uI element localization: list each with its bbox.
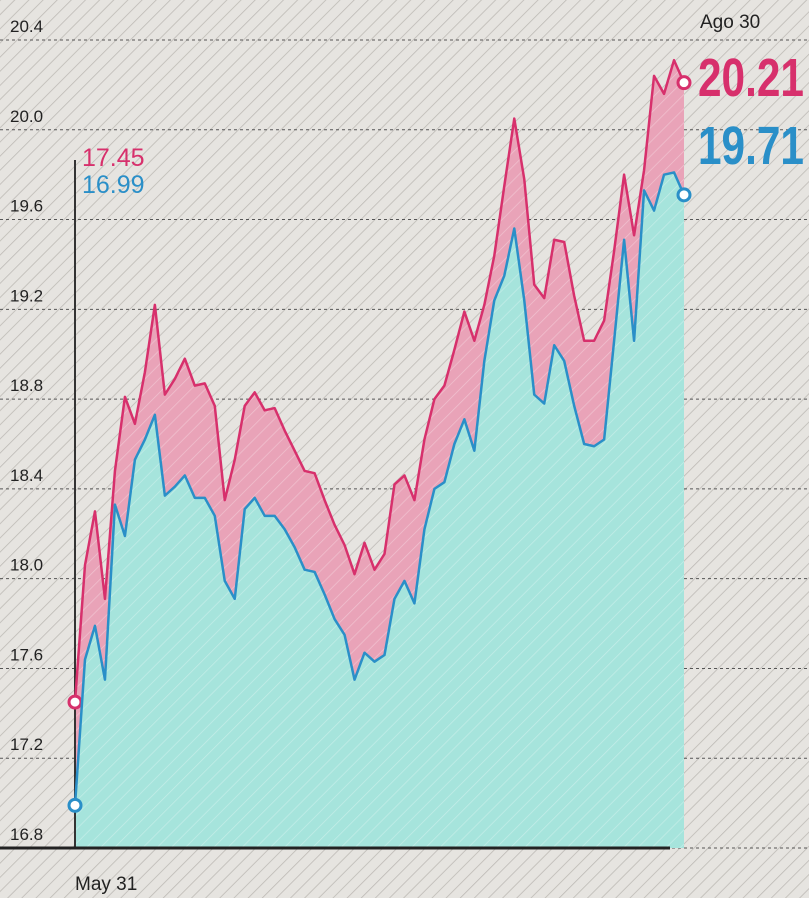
- y-tick-label: 19.6: [10, 197, 43, 216]
- start-date-label: May 31: [75, 874, 137, 895]
- end-date-label: Ago 30: [700, 12, 760, 33]
- y-tick-label: 16.8: [10, 825, 43, 844]
- y-tick-label: 17.2: [10, 735, 43, 754]
- start-marker: [69, 799, 81, 811]
- y-tick-label: 19.2: [10, 286, 43, 305]
- end-marker: [678, 77, 690, 89]
- y-tick-label: 18.0: [10, 556, 43, 575]
- start-marker: [69, 696, 81, 708]
- start-value-label: 17.45: [82, 144, 145, 172]
- start-value-label: 16.99: [82, 171, 145, 199]
- y-tick-label: 20.4: [10, 17, 43, 36]
- y-tick-label: 18.4: [10, 466, 43, 485]
- chart: 16.8 17.2 17.6 18.0 18.4 18.8 19.2 19.6 20.0 20.4…: [0, 0, 809, 898]
- end-value-label: 20.21: [698, 48, 804, 108]
- y-tick-label: 18.8: [10, 376, 43, 395]
- y-tick-label: 17.6: [10, 645, 43, 664]
- page: 16.8 17.2 17.6 18.0 18.4 18.8 19.2 19.6 20.0 20.4…: [0, 0, 809, 898]
- y-tick-label: 20.0: [10, 107, 43, 126]
- end-marker: [678, 189, 690, 201]
- end-value-label: 19.71: [698, 116, 804, 176]
